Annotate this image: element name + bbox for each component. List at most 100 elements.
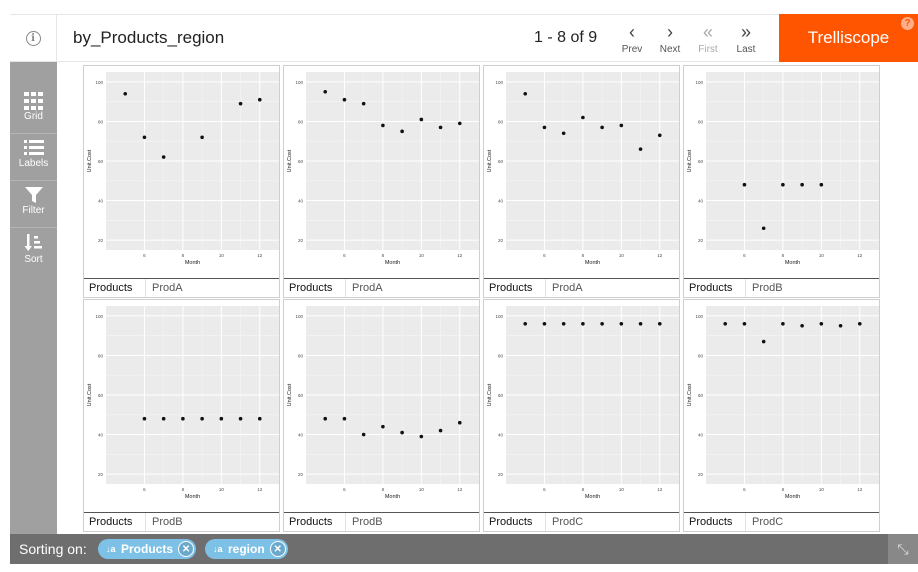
x-tick-label: 8 [782,253,785,258]
panel[interactable]: 20 40 60 80 100 6 8 10 12 Month Unit.Cost Products P… [283,299,480,532]
x-tick-label: 12 [257,253,263,258]
panel-label-key: Products [89,516,133,528]
data-point [181,416,185,421]
panel-plot: 20 40 60 80 100 6 8 10 12 Month Unit.Cost [687,306,879,500]
prev-button[interactable]: ‹ Prev [614,21,650,55]
panel-label-value: ProdA [145,279,183,297]
last-button[interactable]: » Last [728,21,764,55]
data-point [819,182,824,187]
y-axis-label: Unit.Cost [687,383,693,406]
data-point [600,125,604,130]
x-tick-label: 8 [182,253,185,258]
panel-label-row: Products ProdA [484,278,679,297]
panel[interactable]: 20 40 60 80 100 6 8 10 12 Month Unit.Cost Products P… [483,299,680,532]
y-tick-label: 20 [298,238,304,243]
x-tick-label: 8 [582,253,585,258]
panel[interactable]: 20 40 60 80 100 6 8 10 12 Month Unit.Cost Products P… [683,65,880,298]
sidebar-button-grid[interactable]: Grid [10,88,57,134]
panel[interactable]: 20 40 60 80 100 6 8 10 12 Month Unit.Cost Products P… [83,299,280,532]
panel-plot: 20 40 60 80 100 6 8 10 12 Month Unit.Cost [487,306,679,500]
panel-label-row: Products ProdA [84,278,279,297]
x-tick-label: 8 [782,487,785,492]
x-tick-label: 12 [657,253,663,258]
panel-plot: 20 40 60 80 100 6 8 10 12 Month Unit.Cost [87,72,279,266]
next-button[interactable]: › Next [652,21,688,55]
x-tick-label: 12 [457,253,463,258]
data-point [361,432,366,437]
x-tick-label: 12 [857,487,863,492]
panel-label-row: Products ProdB [84,512,279,531]
y-tick-label: 60 [498,159,504,164]
x-axis-label: Month [785,494,800,500]
next-label: Next [659,44,681,55]
panel-label-key: Products [489,516,533,528]
panel[interactable]: 20 40 60 80 100 6 8 10 12 Month Unit.Cost Products P… [83,65,280,298]
sidebar-button-filter[interactable]: Filter [10,182,57,228]
data-point [123,91,128,96]
x-tick-label: 8 [382,253,385,258]
trelliscope-brand-button[interactable]: Trelliscope ? [779,14,918,62]
data-point [238,101,243,106]
x-tick-label: 10 [219,253,225,258]
panel[interactable]: 20 40 60 80 100 6 8 10 12 Month Unit.Cost Products P… [483,65,680,298]
first-button[interactable]: « First [690,21,726,55]
data-point [457,420,462,425]
panel-label-value: ProdB [345,513,383,531]
x-tick-label: 10 [619,253,625,258]
y-tick-label: 40 [98,433,104,438]
panel-label-key: Products [289,516,333,528]
data-point [361,101,366,106]
data-point [619,322,624,326]
panel-label-row: Products ProdA [284,278,479,297]
x-tick-label: 10 [819,253,825,258]
sort-chip-label: region [228,542,265,556]
y-tick-label: 40 [498,433,504,438]
x-tick-label: 6 [343,253,346,258]
panel-label-key: Products [689,282,733,294]
y-axis-label: Unit.Cost [487,149,493,172]
data-point [457,121,462,126]
sort-chip-products[interactable]: ↓a Products ✕ [98,539,197,559]
data-point [581,322,585,326]
sort-chip-region[interactable]: ↓a region ✕ [205,539,288,559]
data-point [857,322,862,326]
data-point [742,182,747,187]
expand-icon[interactable]: ⤡ [888,534,918,564]
y-tick-label: 20 [698,472,704,477]
y-tick-label: 60 [698,159,704,164]
panel[interactable]: 20 40 60 80 100 6 8 10 12 Month Unit.Cost Products P… [283,65,480,298]
filter-icon [24,187,43,203]
data-point [161,155,166,159]
y-tick-label: 100 [295,314,303,319]
data-point [419,117,424,122]
y-tick-label: 80 [698,353,704,358]
data-point [200,416,204,421]
panel-plot: 20 40 60 80 100 6 8 10 12 Month Unit.Cost [87,306,279,500]
sidebar: Grid Labels Filter Sort [10,62,57,534]
x-axis-label: Month [185,260,200,266]
help-icon[interactable]: ? [901,17,914,30]
panel-label-value: ProdC [545,513,583,531]
x-tick-label: 6 [543,487,546,492]
data-point [381,123,385,128]
sort-ascending-icon: ↓a [106,543,116,554]
display-title: by_Products_region [73,28,225,47]
sidebar-button-sort[interactable]: Sort [10,229,57,275]
header-bar: i by_Products_region 1 - 8 of 9 ‹ Prev ›… [10,14,918,62]
panel-plot: 20 40 60 80 100 6 8 10 12 Month Unit.Cost [687,72,879,266]
close-icon[interactable]: ✕ [269,541,286,557]
data-point [819,322,824,326]
info-button[interactable]: i [10,15,57,61]
x-axis-label: Month [585,260,600,266]
close-icon[interactable]: ✕ [178,541,195,557]
sort-chip-label: Products [121,542,174,556]
sidebar-label-sort: Sort [24,254,43,265]
y-tick-label: 60 [298,393,304,398]
sidebar-button-labels[interactable]: Labels [10,135,57,181]
x-tick-label: 8 [382,487,385,492]
data-point [438,125,443,130]
panel-label-key: Products [289,282,333,294]
data-point [400,129,404,134]
data-point [600,322,604,326]
panel[interactable]: 20 40 60 80 100 6 8 10 12 Month Unit.Cost Products P… [683,299,880,532]
